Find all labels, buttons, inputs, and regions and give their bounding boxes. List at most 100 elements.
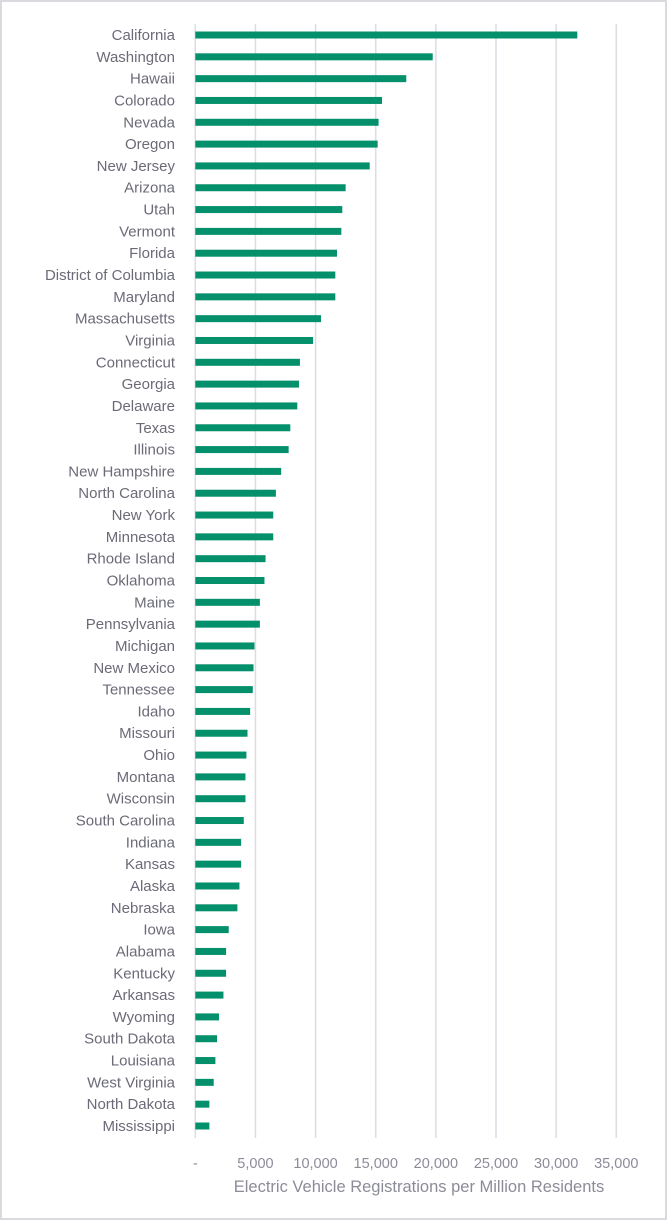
x-tick-label: 20,000 [414,1156,458,1172]
bar-california [195,31,578,39]
bar-virginia [195,336,314,344]
bar-iowa [195,926,229,934]
bar-maine [195,598,260,606]
bar-oregon [195,140,378,148]
bar-colorado [195,96,382,104]
category-label: Idaho [137,703,175,720]
category-label: North Carolina [78,485,175,502]
bar-kansas [195,860,242,868]
category-label: Nebraska [111,900,176,917]
category-label: New Mexico [93,660,175,677]
category-label: Delaware [112,398,175,415]
category-label: Arizona [124,180,176,197]
bar-new-hampshire [195,467,282,475]
bar-new-york [195,511,274,519]
x-tick-label: 5,000 [237,1156,273,1172]
x-tick-label: 25,000 [474,1156,518,1172]
category-label: Hawaii [130,71,175,88]
category-label: Ohio [143,747,175,764]
bar-missouri [195,729,248,737]
bar-north-carolina [195,489,276,497]
bar-florida [195,249,337,257]
category-label: Colorado [114,92,175,109]
category-label: Minnesota [106,529,176,546]
x-tick-label: 30,000 [534,1156,578,1172]
category-label: Louisiana [111,1053,176,1070]
category-label: Tennessee [102,682,175,699]
bar-georgia [195,380,299,388]
bars [195,31,578,1130]
category-label: Michigan [115,638,175,655]
x-tick-labels: - 5,000 10,000 15,000 20,000 25,000 30,000 35,0… [193,1156,639,1172]
bar-wisconsin [195,795,246,803]
x-tick-label: - [193,1156,198,1172]
bar-idaho [195,707,251,715]
bar-massachusetts [195,315,321,323]
category-label: Georgia [122,376,176,393]
bar-kentucky [195,969,227,977]
bar-connecticut [195,358,300,366]
bar-pennsylvania [195,620,260,628]
x-axis-title: Electric Vehicle Registrations per Milli… [234,1178,605,1196]
bar-texas [195,424,291,432]
bar-rhode-island [195,555,266,563]
bar-district-of-columbia [195,271,336,279]
bar-louisiana [195,1057,216,1065]
category-label: Virginia [125,332,175,349]
bar-hawaii [195,75,407,83]
bar-indiana [195,838,242,846]
bar-oklahoma [195,577,265,584]
category-label: Kentucky [113,965,175,982]
bar-montana [195,773,246,781]
category-label: Wisconsin [107,791,175,808]
category-label: Arkansas [112,987,175,1004]
category-label: Wyoming [113,1009,175,1026]
category-label: North Dakota [87,1096,176,1113]
bar-ohio [195,751,247,759]
bar-utah [195,206,343,214]
bar-mississippi [195,1122,210,1130]
bar-south-carolina [195,817,244,825]
category-label: Florida [129,245,176,262]
category-label: Massachusetts [75,311,175,328]
category-label: Maine [134,594,175,611]
bar-michigan [195,642,255,650]
bar-new-jersey [195,162,370,170]
bar-minnesota [195,533,274,541]
category-label: West Virginia [87,1074,175,1091]
category-label: Vermont [119,223,176,240]
category-label: Iowa [143,922,175,939]
bar-alaska [195,882,240,890]
bar-nebraska [195,904,238,912]
category-label: Texas [136,420,175,437]
bar-new-mexico [195,664,254,672]
category-label: South Carolina [76,813,176,830]
bar-west-virginia [195,1078,214,1086]
category-label: New York [112,507,176,524]
category-label: Washington [96,49,175,66]
bar-south-dakota [195,1035,218,1043]
category-label: Alaska [130,878,176,895]
category-label: Maryland [113,289,175,306]
category-label: New Jersey [97,158,176,175]
category-label: Utah [143,202,175,219]
bar-delaware [195,402,298,410]
category-label: California [112,27,176,44]
category-labels: California Washington Hawaii Colorado Nevada… [45,27,176,1135]
category-label: Nevada [123,114,175,131]
bar-wyoming [195,1013,219,1021]
category-label: Connecticut [96,354,176,371]
category-label: South Dakota [84,1031,176,1048]
bar-north-dakota [195,1100,210,1108]
bar-alabama [195,947,227,955]
category-label: District of Columbia [45,267,176,284]
category-label: Montana [117,769,176,786]
bar-tennessee [195,686,253,694]
bar-vermont [195,227,342,235]
bar-washington [195,53,433,61]
category-label: Kansas [125,856,175,873]
category-label: Alabama [116,943,176,960]
category-label: Pennsylvania [86,616,176,633]
